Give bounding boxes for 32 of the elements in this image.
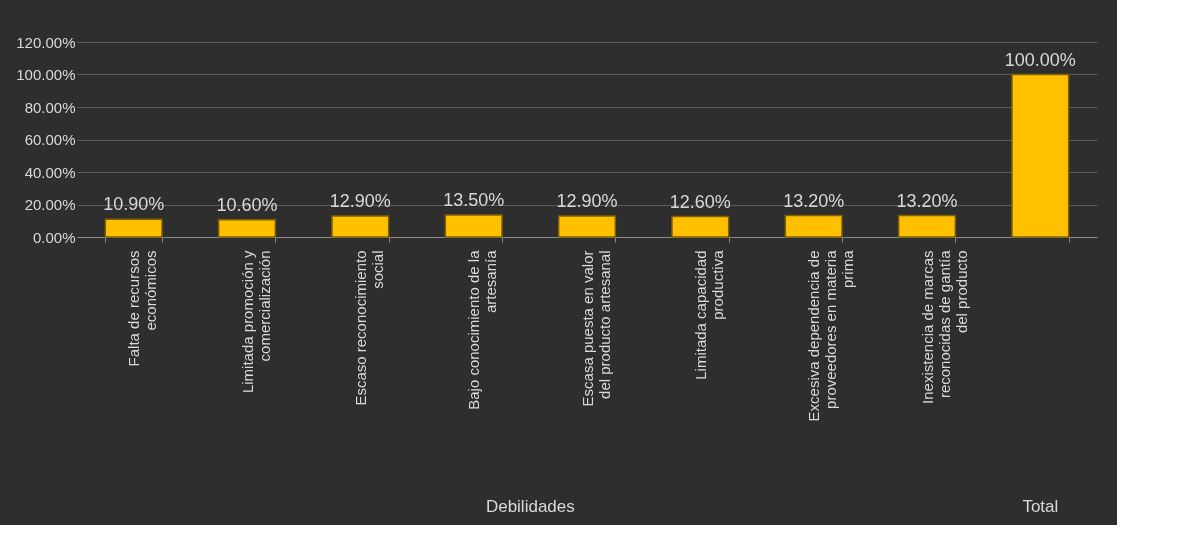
data-label: 10.90% — [103, 194, 165, 215]
bar — [444, 214, 503, 238]
y-tick-label: 0.00% — [32, 228, 76, 246]
bar — [331, 215, 390, 238]
data-label: 12.60% — [669, 191, 731, 212]
x-tick-label: Limitada capacidad productiva — [691, 249, 726, 380]
bar — [557, 215, 617, 238]
data-label: 12.90% — [329, 191, 391, 212]
bar — [784, 214, 843, 238]
y-tick-label: 20.00% — [24, 196, 76, 213]
data-label: 10.60% — [216, 194, 278, 215]
bar — [1011, 73, 1070, 238]
text: Debilidades — [485, 497, 575, 516]
y-tick-label: 80.00% — [24, 98, 76, 116]
data-label: 13.20% — [783, 190, 845, 211]
data-label: 100.00% — [1004, 49, 1076, 70]
y-tick-label: 100.00% — [16, 66, 76, 83]
bar — [671, 215, 730, 238]
x-tick-label: Excesiva dependencia de proveedores en materia prima — [805, 249, 857, 422]
bar — [217, 219, 277, 238]
data-label: 13.20% — [896, 190, 958, 211]
x-tick-label: Escaso reconocimiento social — [351, 250, 386, 406]
y-tick-label: 120.00% — [16, 33, 76, 51]
text: Total — [1022, 497, 1059, 516]
y-tick-label: 60.00% — [24, 131, 76, 148]
x-tick-label: Falta de recursos económicos — [125, 250, 160, 367]
data-label: 12.90% — [556, 191, 618, 212]
x-tick-label: Bajo conocimiento de la artesanía — [465, 249, 500, 410]
y-tick-label: 40.00% — [24, 163, 76, 181]
bar — [897, 214, 957, 238]
bar — [104, 218, 163, 238]
data-label: 13.50% — [443, 190, 505, 211]
